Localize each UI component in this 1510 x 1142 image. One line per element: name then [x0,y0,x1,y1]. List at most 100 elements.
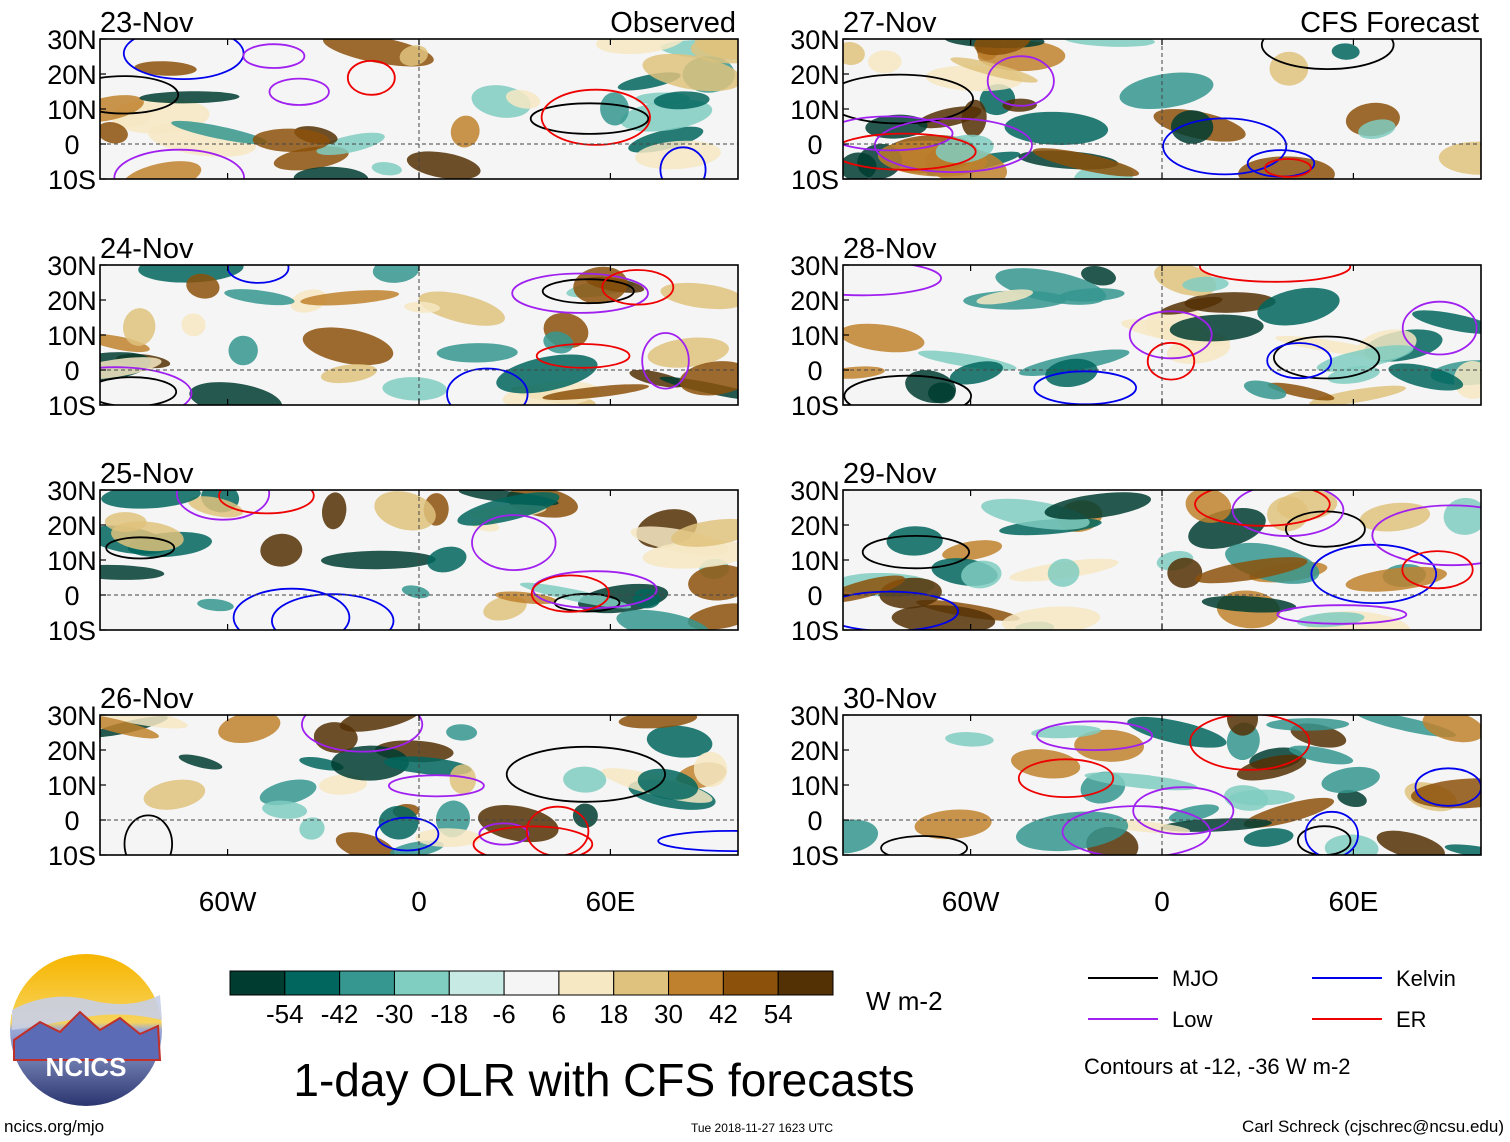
lat-tick-label: 20N [47,736,97,766]
low-contour [1371,504,1481,567]
suppressed-anomaly [1267,382,1335,401]
er-contour [218,490,315,515]
er-contour [1199,265,1352,283]
convective-anomaly [935,134,994,164]
convective-anomaly [228,335,258,366]
lat-tick-label: 30N [790,476,840,506]
suppressed-anomaly [143,779,206,810]
suppressed-anomaly [1276,490,1338,521]
convective-anomaly [600,92,629,126]
lat-tick-label: 10S [791,391,839,421]
colorbar-swatch [722,970,779,996]
lon-tick-label: 60E [1328,886,1378,917]
convective-anomaly [178,754,223,770]
convective-anomaly [1182,276,1229,292]
convective-anomaly [436,343,518,363]
suppressed-anomaly [690,39,738,64]
suppressed-anomaly [642,53,738,92]
colorbar-swatch [503,970,560,996]
olr-field [843,715,1481,855]
suppressed-anomaly [1159,296,1223,315]
suppressed-anomaly [181,313,206,337]
colorbar-tick-label: 42 [709,999,738,1029]
suppressed-anomaly [868,50,902,74]
colorbar-tick-label: -54 [266,999,304,1029]
suppressed-anomaly [122,161,202,179]
convective-anomaly [1412,310,1481,334]
mjo-contour [100,75,180,115]
convective-anomaly [1063,39,1155,47]
suppressed-anomaly [660,282,738,310]
kelvin-legend-label: Kelvin [1396,966,1456,991]
convective-anomaly [949,361,1003,385]
suppressed-anomaly [374,491,436,531]
lat-tick-label: 0 [807,806,822,836]
suppressed-anomaly [1032,148,1140,177]
lat-tick-label: 20N [47,286,97,316]
convective-anomaly [427,546,467,573]
convective-anomaly [886,526,943,556]
convective-anomaly [171,120,268,145]
suppressed-anomaly [320,364,377,384]
olr-field [843,265,1481,405]
lat-tick-label: 30N [47,476,97,506]
convective-anomaly [384,756,472,776]
low-contour [1231,490,1345,537]
colorbar-tick-label: -30 [376,999,414,1029]
suppressed-anomaly [100,715,159,739]
lat-tick-label: 10S [48,841,96,871]
suppressed-anomaly [891,605,996,630]
er-contour [1189,715,1311,771]
panel-date-label: 29-Nov [843,458,937,490]
convective-anomaly [1266,718,1350,731]
low-contour [1401,300,1478,356]
convective-anomaly [446,724,478,741]
suppressed-anomaly [1074,729,1144,762]
suppressed-anomaly [449,764,477,795]
er-contour [1194,490,1331,527]
convective-anomaly [372,265,420,283]
convective-anomaly [331,745,409,781]
convective-anomaly [1388,363,1464,391]
convective-anomaly [1358,119,1396,139]
lat-tick-label: 0 [64,581,79,611]
lat-tick-label: 10N [790,95,840,125]
low-contour [986,55,1055,107]
suppressed-anomaly [843,366,885,379]
low-contour [1132,786,1235,836]
convective-anomaly [224,289,295,306]
suppressed-anomaly [483,595,527,621]
figure-title: 1-day OLR with CFS forecasts [293,1054,914,1106]
er-contour [472,825,594,855]
colorbar-tick-label: 18 [599,999,628,1029]
convective-anomaly [197,598,234,612]
convective-anomaly [1201,595,1297,613]
lat-tick-label: 10N [790,771,840,801]
convective-anomaly [1127,716,1227,748]
convective-anomaly [563,766,607,793]
mjo-contour [529,102,650,135]
low-contour [1276,604,1408,625]
low-contour [843,265,942,297]
mjo-contour [505,745,667,803]
mjo-contour [843,374,972,405]
suppressed-anomaly [318,774,368,795]
convective-anomaly [371,162,402,176]
suppressed-anomaly [1195,557,1308,584]
suppressed-anomaly [688,564,738,601]
map-panels: 23-Nov Observed30N20N10N010S24-Nov30N20N1… [47,7,1482,871]
suppressed-anomaly [322,492,347,530]
suppressed-anomaly [914,809,992,840]
kelvin-contour [659,146,707,179]
low-contour [511,272,649,314]
convective-anomaly [1243,380,1287,400]
source-link[interactable]: ncics.org/mjo [4,1117,104,1136]
olr-field [100,490,738,630]
lat-tick-label: 30N [47,701,97,731]
lat-tick-label: 20N [790,736,840,766]
convective-anomaly [1016,811,1129,852]
longitude-axis: 60W 0 60E 60W 0 60E [199,886,1379,917]
er-contour [525,805,590,855]
low-contour [175,490,271,521]
